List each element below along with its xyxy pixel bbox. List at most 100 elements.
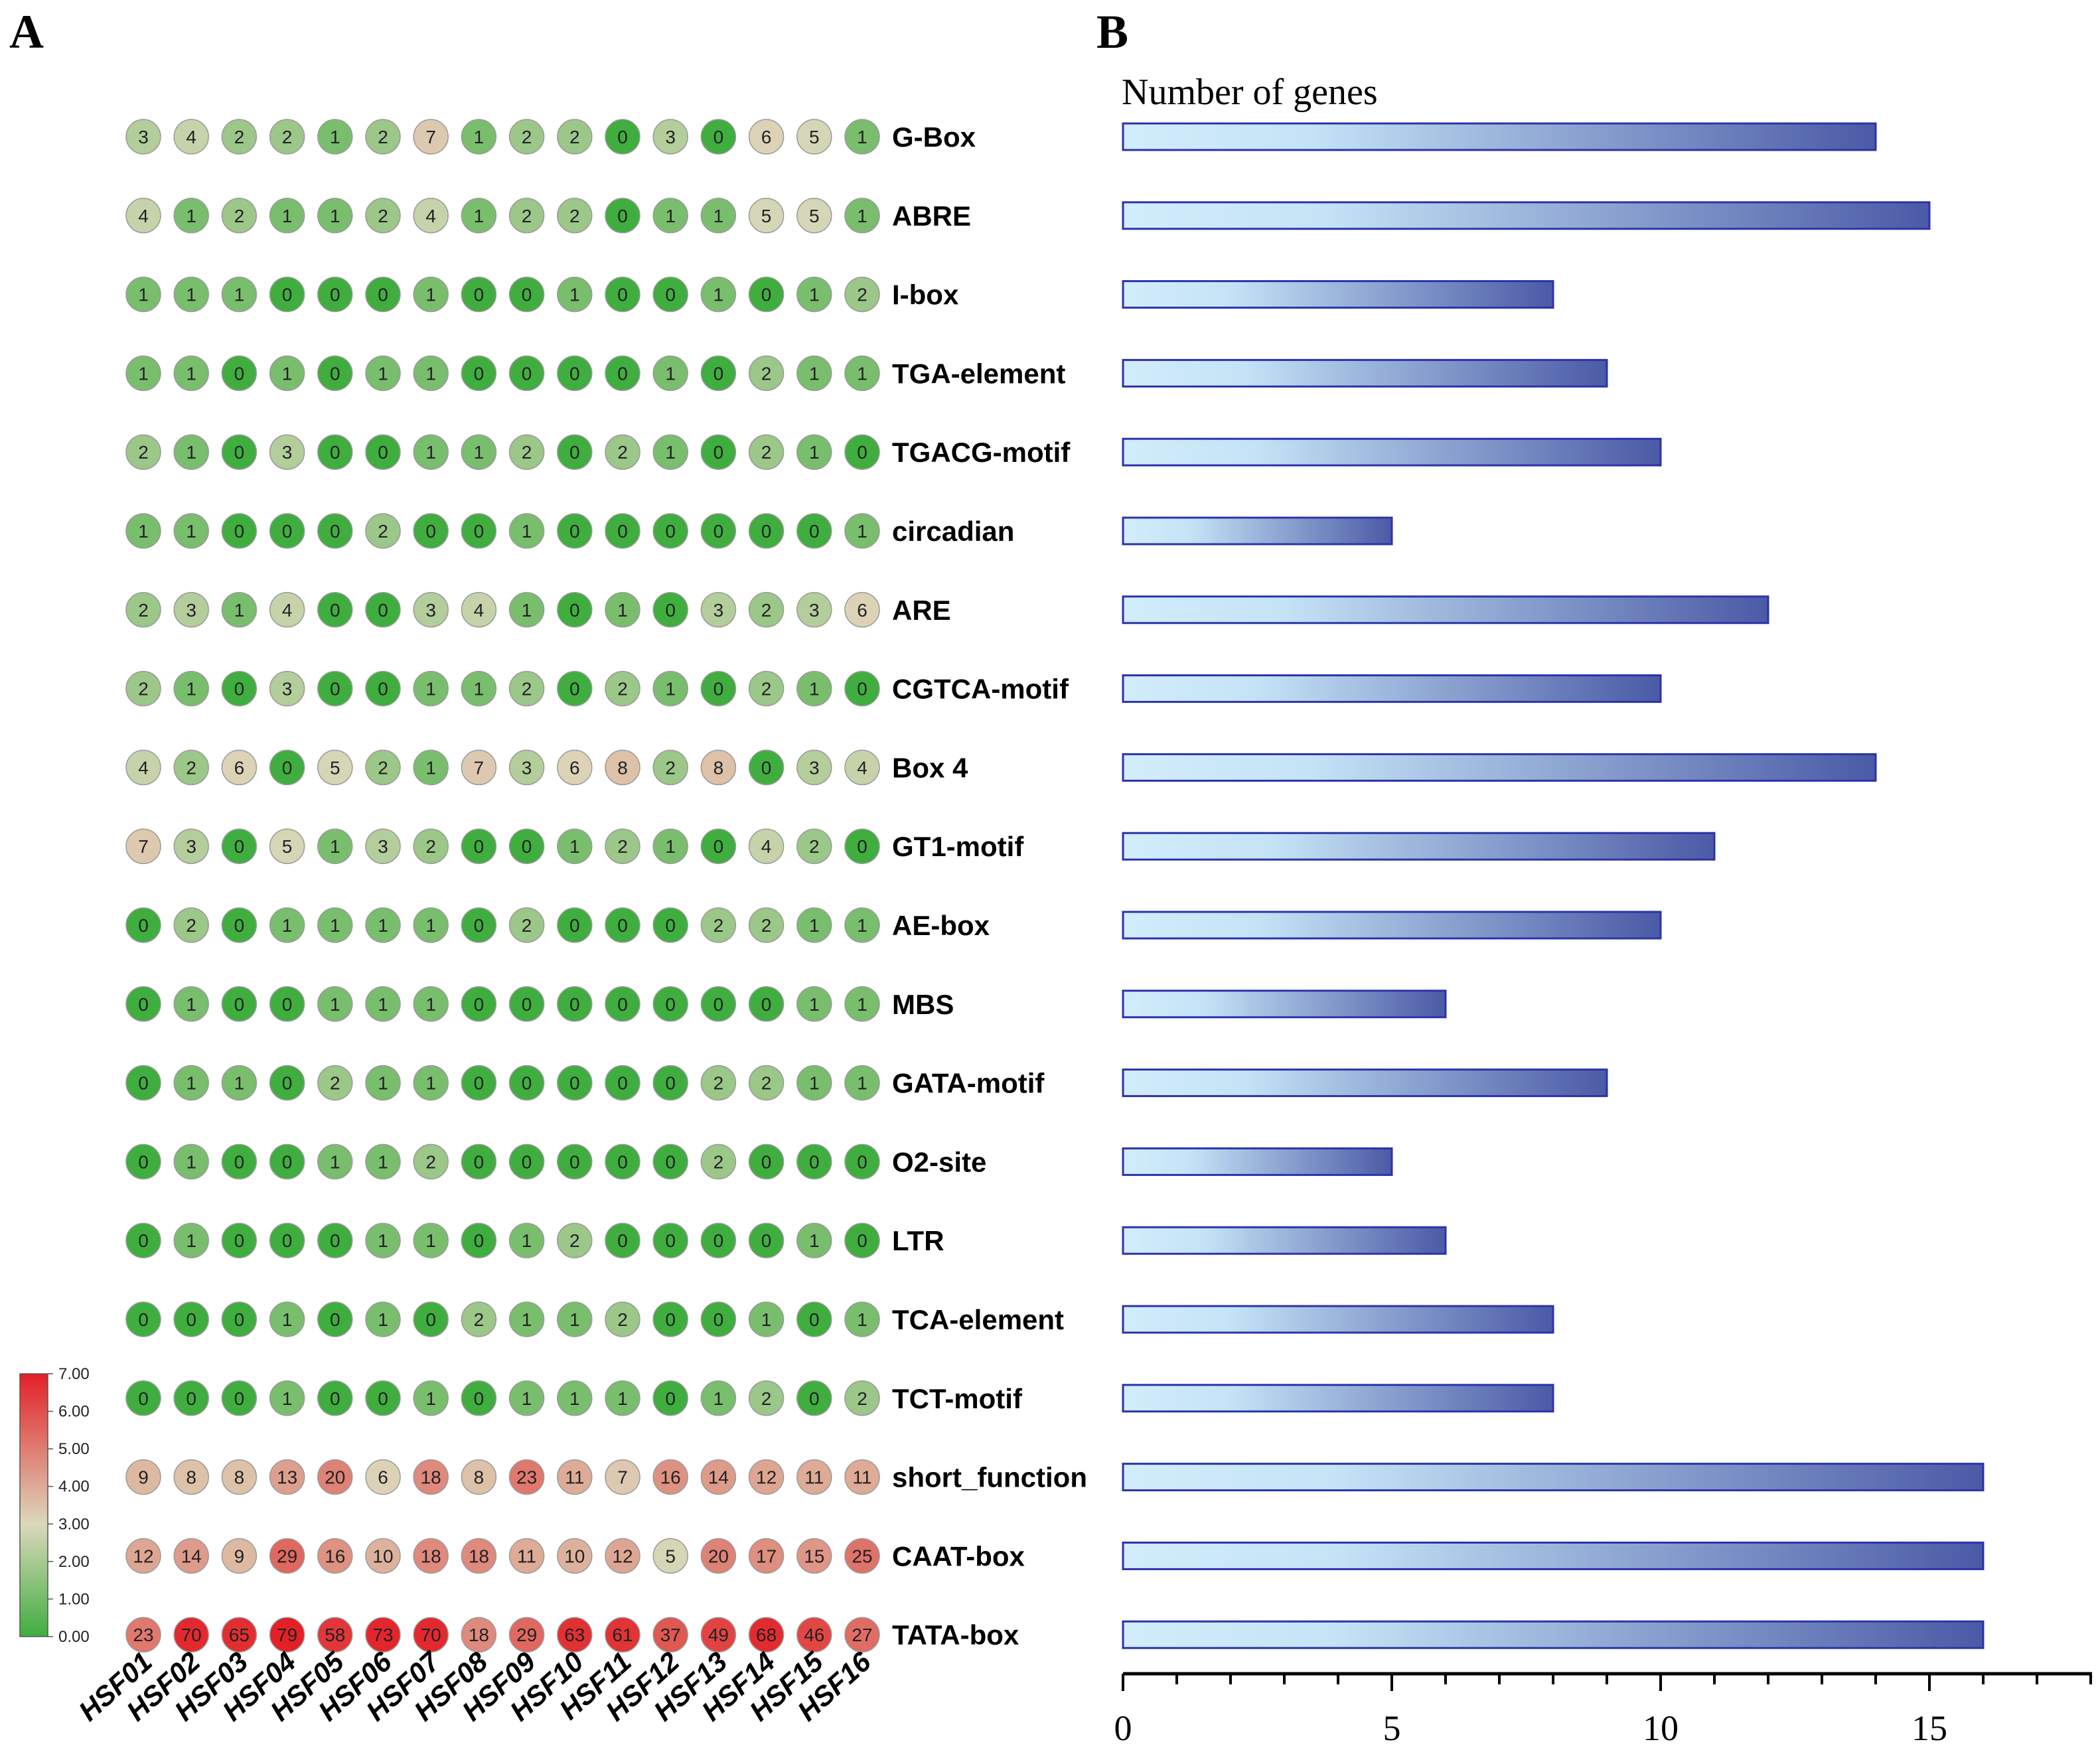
heatmap-cell xyxy=(748,119,785,155)
heatmap-cell xyxy=(557,198,593,234)
heatmap-cell-value: 0 xyxy=(617,206,628,226)
heatmap-cell-value: 1 xyxy=(617,600,628,621)
heatmap-cell xyxy=(508,1065,545,1101)
heatmap-cell-value: 0 xyxy=(713,994,724,1015)
heatmap-cell xyxy=(748,1065,785,1101)
heatmap-cell-value: 1 xyxy=(569,1388,580,1409)
heatmap-cell-value: 0 xyxy=(569,442,580,463)
heatmap-cell-value: 2 xyxy=(761,915,772,936)
heatmap-cell-value: 1 xyxy=(425,1073,436,1094)
heatmap-cell-value: 1 xyxy=(425,285,436,305)
heatmap-cell-value: 0 xyxy=(857,1230,867,1251)
heatmap-cell-value: 5 xyxy=(761,206,772,226)
heatmap-cell-value: 1 xyxy=(857,127,867,147)
heatmap-cell-value: 1 xyxy=(857,1309,867,1330)
heatmap-cell xyxy=(125,276,161,313)
heatmap-cell-value: 1 xyxy=(330,994,340,1015)
heatmap-cell-value: 3 xyxy=(809,757,820,778)
heatmap-cell-value: 16 xyxy=(660,1467,681,1488)
heatmap-cell-value: 0 xyxy=(282,521,293,542)
heatmap-cell-value: 1 xyxy=(234,285,245,305)
heatmap-cell-value: 0 xyxy=(138,1151,149,1172)
heatmap-cell xyxy=(605,513,640,549)
heatmap-cell-value: 0 xyxy=(665,521,676,542)
heatmap-cell-value: 0 xyxy=(282,1073,293,1094)
heatmap-cell-value: 8 xyxy=(474,1467,485,1488)
heatmap-cell-value: 4 xyxy=(761,836,772,857)
heatmap-cell-value: 61 xyxy=(612,1625,633,1645)
heatmap-cell xyxy=(125,828,161,864)
heatmap-cell xyxy=(844,1143,880,1180)
heatmap-cell-value: 1 xyxy=(330,836,340,857)
row-label: GT1-motif xyxy=(892,831,1024,862)
heatmap-cell xyxy=(796,119,832,155)
heatmap-cell-value: 2 xyxy=(713,915,724,936)
heatmap-cell xyxy=(125,986,161,1022)
heatmap-cell xyxy=(317,1143,353,1180)
heatmap-cell xyxy=(365,749,401,786)
heatmap-cell xyxy=(317,828,353,864)
heatmap-cell-value: 6 xyxy=(234,757,245,778)
heatmap-cell xyxy=(748,1538,785,1574)
heatmap-cell-value: 1 xyxy=(425,679,436,699)
bar xyxy=(1122,990,1447,1019)
heatmap-cell-value: 1 xyxy=(234,600,245,621)
heatmap-cell xyxy=(508,119,545,155)
heatmap-cell xyxy=(508,1301,545,1337)
heatmap-cell-value: 2 xyxy=(522,679,532,699)
heatmap-cell-value: 0 xyxy=(617,521,628,542)
heatmap-cell-value: 1 xyxy=(186,442,196,463)
heatmap-row: 2 1 0 3 0 0 1 1 2 0 2 1 0 2 1 0 TGACG-motif xyxy=(125,434,1071,470)
heatmap-cell xyxy=(844,119,880,155)
heatmap-cell-value: 3 xyxy=(138,127,149,147)
heatmap-cell-value: 0 xyxy=(569,1073,580,1094)
heatmap-cell xyxy=(413,1143,449,1180)
heatmap-cell xyxy=(796,513,832,549)
heatmap-cell xyxy=(365,1065,401,1101)
heatmap-cell xyxy=(461,1222,497,1258)
heatmap-cell xyxy=(173,198,209,234)
row-label: circadian xyxy=(892,516,1014,547)
heatmap-cell xyxy=(557,119,593,155)
heatmap-cell xyxy=(700,513,737,549)
heatmap-row: 7 3 0 5 1 3 2 0 0 1 2 1 0 4 2 0 GT1-motif xyxy=(125,828,1024,864)
heatmap-cell xyxy=(557,986,593,1022)
heatmap-cell-value: 37 xyxy=(660,1625,681,1645)
heatmap-row: 3 4 2 2 1 2 7 1 2 2 0 3 0 6 5 1 G-Box xyxy=(125,119,976,155)
heatmap-cell xyxy=(269,434,305,470)
heatmap-cell xyxy=(844,198,880,234)
heatmap-cell-value: 0 xyxy=(282,994,293,1015)
heatmap-cell xyxy=(221,1301,258,1337)
heatmap-cell xyxy=(508,749,545,786)
heatmap-cell-value: 0 xyxy=(665,994,676,1015)
heatmap-cell xyxy=(413,1301,449,1337)
heatmap-cell xyxy=(557,1301,593,1337)
heatmap-cell xyxy=(269,1301,305,1337)
heatmap-cell-value: 7 xyxy=(138,836,149,857)
heatmap-row: 0 2 0 1 1 1 1 0 2 0 0 0 2 2 1 1 AE-box xyxy=(125,907,990,943)
heatmap-cell-value: 0 xyxy=(234,521,245,542)
heatmap-cell-value: 1 xyxy=(282,206,293,226)
heatmap-cell-value: 11 xyxy=(565,1467,584,1488)
heatmap-cell xyxy=(557,355,593,392)
bar xyxy=(1122,832,1716,861)
heatmap-cell xyxy=(461,434,497,470)
heatmap-cell xyxy=(317,1380,353,1416)
heatmap-cell xyxy=(700,670,737,707)
heatmap-cell xyxy=(365,1459,401,1495)
heatmap-cell-value: 0 xyxy=(761,1151,772,1172)
heatmap-cell xyxy=(796,1143,832,1180)
heatmap-cell-value: 79 xyxy=(277,1625,297,1645)
row-label: CAAT-box xyxy=(892,1540,1025,1572)
heatmap-cell-value: 1 xyxy=(138,521,149,542)
heatmap-cell xyxy=(365,513,401,549)
heatmap-cell-value: 0 xyxy=(330,521,340,542)
heatmap-row: 0 1 0 0 0 1 1 0 1 2 0 0 0 0 1 0 LTR xyxy=(125,1222,944,1258)
heatmap-cell xyxy=(269,1222,305,1258)
heatmap-cell xyxy=(269,355,305,392)
x-axis-tick-label: 0 xyxy=(1114,1708,1132,1748)
heatmap-cell xyxy=(605,1301,640,1337)
heatmap-cell xyxy=(605,1459,640,1495)
color-scale-tick-label: 1.00 xyxy=(58,1590,90,1608)
heatmap-cell xyxy=(557,276,593,313)
